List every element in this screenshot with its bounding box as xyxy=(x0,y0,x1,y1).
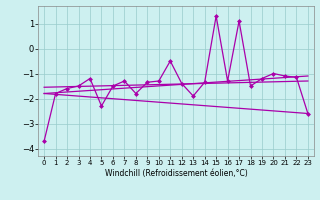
X-axis label: Windchill (Refroidissement éolien,°C): Windchill (Refroidissement éolien,°C) xyxy=(105,169,247,178)
